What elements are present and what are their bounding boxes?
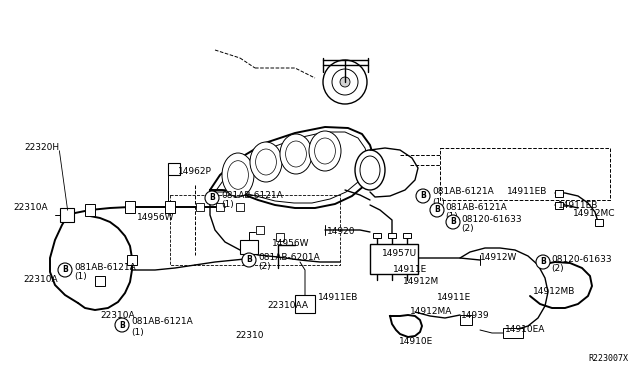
Circle shape xyxy=(242,253,256,267)
Text: 14920: 14920 xyxy=(327,228,355,237)
Text: B: B xyxy=(246,256,252,264)
Text: 14956W: 14956W xyxy=(272,238,310,247)
Text: 22310A: 22310A xyxy=(13,203,48,212)
Bar xyxy=(373,233,381,238)
Text: 081AB-6121A: 081AB-6121A xyxy=(131,317,193,327)
Bar xyxy=(125,201,135,213)
Text: 14911E: 14911E xyxy=(393,266,428,275)
Bar xyxy=(370,244,418,274)
Text: 081AB-6121A: 081AB-6121A xyxy=(74,263,136,272)
Bar xyxy=(555,202,563,209)
Bar xyxy=(127,255,137,265)
Text: (1): (1) xyxy=(221,201,234,209)
Text: 22310A: 22310A xyxy=(24,276,58,285)
Bar xyxy=(503,328,523,338)
Text: 14957U: 14957U xyxy=(382,248,417,257)
Ellipse shape xyxy=(250,142,282,182)
Text: 14911EB: 14911EB xyxy=(317,294,358,302)
Text: B: B xyxy=(420,192,426,201)
Text: (2): (2) xyxy=(461,224,474,234)
Bar xyxy=(555,190,563,197)
Text: 22310: 22310 xyxy=(235,330,264,340)
Circle shape xyxy=(115,318,129,332)
Text: R223007X: R223007X xyxy=(588,354,628,363)
Ellipse shape xyxy=(280,134,312,174)
Bar xyxy=(403,233,411,238)
Text: B: B xyxy=(119,321,125,330)
Text: B: B xyxy=(62,266,68,275)
Text: 081AB-6121A: 081AB-6121A xyxy=(221,190,283,199)
Bar xyxy=(95,276,105,286)
Bar xyxy=(460,315,472,325)
Bar xyxy=(63,209,73,221)
Ellipse shape xyxy=(222,153,254,197)
Circle shape xyxy=(340,77,350,87)
Text: 22310A: 22310A xyxy=(100,311,134,321)
Bar xyxy=(196,203,204,211)
Ellipse shape xyxy=(355,150,385,190)
Bar xyxy=(388,233,396,238)
Text: 22310AA: 22310AA xyxy=(267,301,308,310)
Text: 14911EB: 14911EB xyxy=(507,186,547,196)
Text: 081AB-6121A: 081AB-6121A xyxy=(445,202,507,212)
Text: B: B xyxy=(540,257,546,266)
Bar xyxy=(256,226,264,234)
Bar xyxy=(85,204,95,216)
Text: 14910E: 14910E xyxy=(399,337,433,346)
Text: 14912MA: 14912MA xyxy=(410,308,452,317)
Text: (2): (2) xyxy=(551,264,564,273)
Text: 14910EA: 14910EA xyxy=(505,326,545,334)
Bar xyxy=(595,219,603,226)
Text: 14912MC: 14912MC xyxy=(573,209,616,218)
Bar xyxy=(236,203,244,211)
Circle shape xyxy=(446,215,460,229)
Text: B: B xyxy=(450,218,456,227)
Text: B: B xyxy=(209,193,215,202)
Text: 14912MB: 14912MB xyxy=(533,286,575,295)
Text: 081AB-6121A: 081AB-6121A xyxy=(432,187,493,196)
Bar xyxy=(295,295,315,313)
Text: 14939: 14939 xyxy=(461,311,490,321)
Ellipse shape xyxy=(309,131,341,171)
Text: 081AB-6201A: 081AB-6201A xyxy=(258,253,320,262)
Text: (1): (1) xyxy=(74,273,87,282)
Bar xyxy=(276,233,284,241)
Bar xyxy=(168,163,180,175)
Circle shape xyxy=(416,189,430,203)
Circle shape xyxy=(58,263,72,277)
Text: 14956W: 14956W xyxy=(137,214,175,222)
Text: 14962P: 14962P xyxy=(178,167,212,176)
Text: 08120-61633: 08120-61633 xyxy=(461,215,522,224)
Text: 14912W: 14912W xyxy=(480,253,517,263)
Text: 14912M: 14912M xyxy=(403,278,439,286)
Circle shape xyxy=(205,191,219,205)
Bar xyxy=(165,201,175,213)
Text: (2): (2) xyxy=(258,263,271,272)
Bar xyxy=(240,240,258,254)
Text: B: B xyxy=(434,205,440,215)
Bar xyxy=(216,203,224,211)
Text: (1): (1) xyxy=(445,212,458,221)
Circle shape xyxy=(430,203,444,217)
Text: (1): (1) xyxy=(131,327,144,337)
Bar xyxy=(60,208,74,222)
Text: 22320H: 22320H xyxy=(24,144,59,153)
Text: 14911E: 14911E xyxy=(437,294,471,302)
Circle shape xyxy=(536,255,550,269)
Text: 14911EB: 14911EB xyxy=(558,201,598,209)
Text: 08120-61633: 08120-61633 xyxy=(551,254,612,263)
Text: (1): (1) xyxy=(432,198,445,206)
